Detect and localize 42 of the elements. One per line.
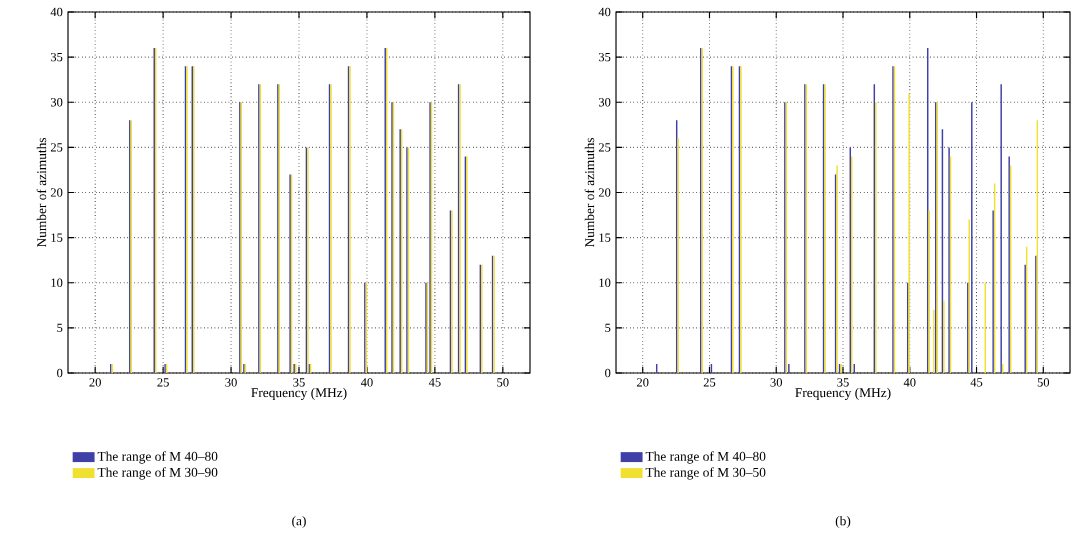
y-tick-label: 30: [598, 98, 611, 107]
legend-label: The range of M 40–80: [97, 451, 218, 464]
y-axis-title: Number of azimuths: [36, 137, 47, 248]
y-tick-label: 0: [605, 368, 611, 378]
y-tick-label: 10: [599, 278, 611, 287]
y-tick-label: 15: [51, 233, 63, 242]
y-tick-label: 5: [605, 323, 611, 333]
x-axis-title: Frequency (MHz): [795, 387, 891, 400]
y-tick-label: 40: [50, 7, 63, 17]
y-tick-label: 30: [50, 98, 63, 107]
legend-label: The range of M 40–80: [645, 451, 766, 464]
y-tick-label: 20: [50, 188, 63, 197]
y-tick-label: 25: [598, 143, 611, 152]
x-tick-label: 25: [703, 378, 716, 387]
y-tick-label: 20: [598, 188, 611, 197]
y-tick-label: 25: [50, 143, 63, 152]
x-tick-label: 50: [1037, 378, 1050, 387]
x-tick-label: 35: [837, 378, 849, 387]
y-tick-label: 35: [50, 52, 63, 62]
y-tick-label: 5: [57, 323, 63, 333]
legend-label: The range of M 30–50: [645, 467, 766, 480]
x-tick-label: 50: [497, 378, 509, 387]
y-tick-label: 40: [598, 7, 611, 17]
x-tick-label: 45: [428, 378, 441, 387]
x-tick-label: 20: [637, 378, 649, 387]
x-tick-label: 30: [225, 378, 237, 387]
text: (b): [835, 515, 851, 529]
x-tick-label: 25: [157, 378, 169, 387]
text: (a): [292, 515, 306, 529]
x-tick-label: 40: [903, 378, 916, 387]
x-axis-title: Frequency (MHz): [251, 387, 347, 400]
x-tick-label: 45: [970, 378, 983, 387]
x-tick-label: 30: [770, 378, 783, 387]
y-tick-label: 0: [57, 368, 63, 378]
y-axis-title: Number of azimuths: [584, 137, 595, 248]
x-tick-label: 40: [360, 378, 373, 387]
legend-label: The range of M 30–90: [97, 467, 218, 480]
y-tick-label: 10: [51, 278, 63, 287]
y-tick-label: 15: [599, 233, 611, 242]
y-tick-label: 35: [598, 52, 611, 62]
x-tick-label: 35: [293, 378, 305, 387]
x-tick-label: 20: [89, 378, 101, 387]
